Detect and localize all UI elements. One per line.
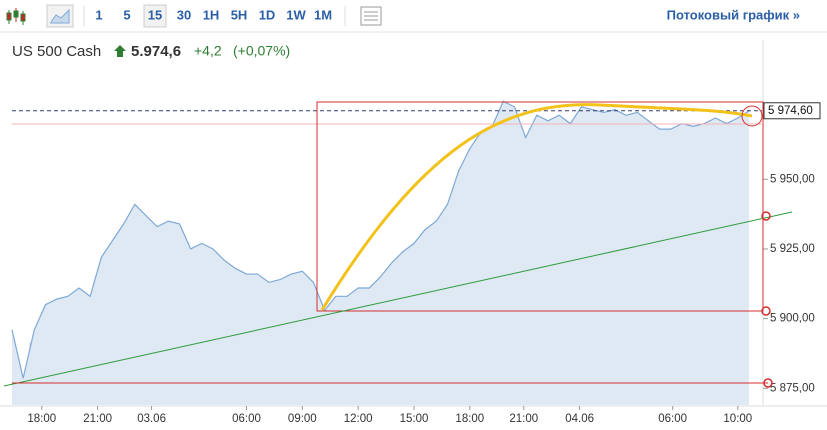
instrument-name: US 500 Cash <box>12 43 101 60</box>
candle-icon[interactable] <box>6 8 26 25</box>
x-tick-label: 03.06 <box>137 413 166 425</box>
price-line <box>11 100 750 379</box>
x-tick-label: 12:00 <box>344 413 373 425</box>
x-tick-label: 06:00 <box>232 413 261 425</box>
x-tick-label: 18:00 <box>455 413 484 425</box>
x-tick-label: 15:00 <box>400 413 429 425</box>
x-tick-label: 21:00 <box>509 413 538 425</box>
area-fill <box>12 101 749 406</box>
plot: Investing.com5 875,005 900,005 925,005 9… <box>0 40 827 425</box>
change-pct: (+0,07%) <box>233 43 290 59</box>
x-tick-label: 09:00 <box>288 413 317 425</box>
y-tick-label: 5 950,00 <box>770 173 815 185</box>
y-tick-label: 5 875,00 <box>770 382 815 394</box>
y-tick-label: 5 900,00 <box>770 313 815 325</box>
change: +4,2 <box>194 43 222 59</box>
active-interval <box>143 4 167 28</box>
table-icon[interactable] <box>360 6 382 26</box>
x-tick-label: 18:00 <box>27 413 56 425</box>
stream-link[interactable]: Потоковый график » <box>667 7 800 22</box>
x-tick-label: 04.06 <box>565 413 594 425</box>
interval-button[interactable]: 1 <box>95 7 102 22</box>
interval-button[interactable]: 5H <box>231 7 248 22</box>
y-tick-label: 5 925,00 <box>770 243 815 255</box>
area-icon[interactable] <box>46 4 74 28</box>
interval-button[interactable]: 30 <box>177 7 191 22</box>
x-tick-label: 21:00 <box>83 413 112 425</box>
x-tick-label: 06:00 <box>658 413 687 425</box>
interval-button[interactable]: 1H <box>203 7 220 22</box>
interval-button[interactable]: 1D <box>259 7 276 22</box>
toolbar: Потоковый график » <box>0 4 827 33</box>
interval-button[interactable]: 1M <box>314 7 332 22</box>
x-tick-label: 10:00 <box>723 413 752 425</box>
interval-button[interactable]: 5 <box>123 7 130 22</box>
up-arrow <box>114 45 126 57</box>
price: 5.974,6 <box>131 43 181 60</box>
interval-button[interactable]: 1W <box>286 7 306 22</box>
last-price-box <box>763 102 821 120</box>
annotations <box>3 101 793 388</box>
interval-button[interactable]: 15 <box>148 7 162 22</box>
last-price-label: 5 974,60 <box>768 105 813 117</box>
